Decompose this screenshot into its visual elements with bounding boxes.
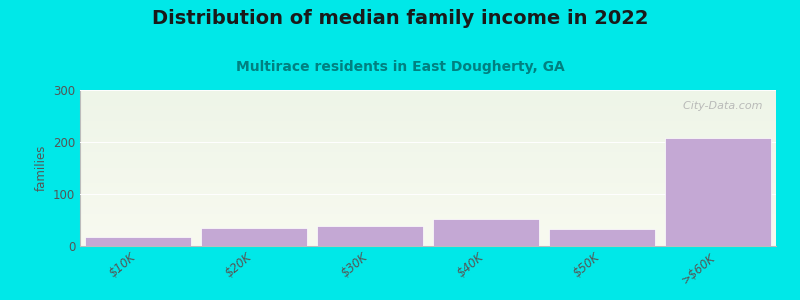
Text: City-Data.com: City-Data.com bbox=[675, 101, 762, 111]
Bar bbox=[433, 219, 539, 246]
Bar bbox=[317, 226, 423, 246]
Bar bbox=[201, 228, 307, 246]
Text: Distribution of median family income in 2022: Distribution of median family income in … bbox=[152, 9, 648, 28]
Bar bbox=[549, 230, 655, 246]
Bar bbox=[665, 138, 771, 246]
Y-axis label: families: families bbox=[34, 145, 47, 191]
Text: Multirace residents in East Dougherty, GA: Multirace residents in East Dougherty, G… bbox=[236, 60, 564, 74]
Bar bbox=[85, 237, 191, 246]
